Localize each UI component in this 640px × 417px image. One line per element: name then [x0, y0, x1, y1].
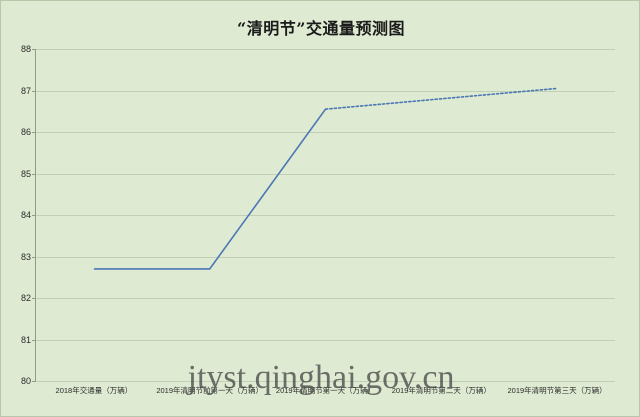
y-tick-label: 80 — [20, 376, 31, 386]
y-tick-label: 86 — [20, 127, 31, 137]
series-layer — [93, 87, 558, 270]
gridline — [36, 339, 615, 341]
series-line — [93, 108, 327, 270]
x-tick-label: 2019年清明节第三天（万辆） — [507, 386, 607, 395]
y-tick-label: 88 — [20, 44, 31, 54]
gridline — [36, 90, 615, 92]
plot-area: 80 81 82 83 84 85 86 87 88 2018年交通量（万辆） 2019年清明节前… — [21, 44, 615, 395]
gridline — [36, 381, 615, 382]
series-line — [324, 87, 558, 110]
gridline — [36, 256, 615, 258]
y-tick-mark — [32, 90, 36, 92]
x-tick-label: 2018年交通量（万辆） — [55, 386, 133, 395]
gridline — [36, 298, 615, 299]
y-tick-label: 84 — [20, 210, 31, 220]
y-tick-mark — [32, 215, 36, 216]
y-tick-mark — [32, 256, 36, 258]
y-tick-mark — [32, 173, 36, 175]
x-tick-label: 2019年清明节第一天（万辆） — [275, 386, 376, 395]
x-tick-label: 2019年清明节前第一天（万辆） — [156, 386, 264, 395]
y-tick-mark — [32, 339, 36, 341]
gridline — [36, 49, 615, 50]
chart-title: “清明节”交通量预测图 — [237, 19, 405, 38]
gridline — [36, 215, 615, 216]
y-tick-label: 83 — [20, 251, 31, 262]
y-tick-label: 87 — [20, 85, 31, 96]
x-tick-label: 2019年清明节第二天（万辆） — [391, 386, 491, 395]
y-tick-label: 85 — [20, 168, 31, 179]
y-tick-label: 82 — [20, 293, 31, 303]
y-tick-mark — [32, 298, 36, 299]
y-tick-label: 81 — [20, 334, 31, 345]
y-tick-mark — [32, 381, 36, 382]
y-tick-mark — [32, 132, 36, 133]
gridline — [36, 173, 615, 175]
y-tick-mark — [32, 49, 36, 50]
gridline — [36, 132, 615, 133]
